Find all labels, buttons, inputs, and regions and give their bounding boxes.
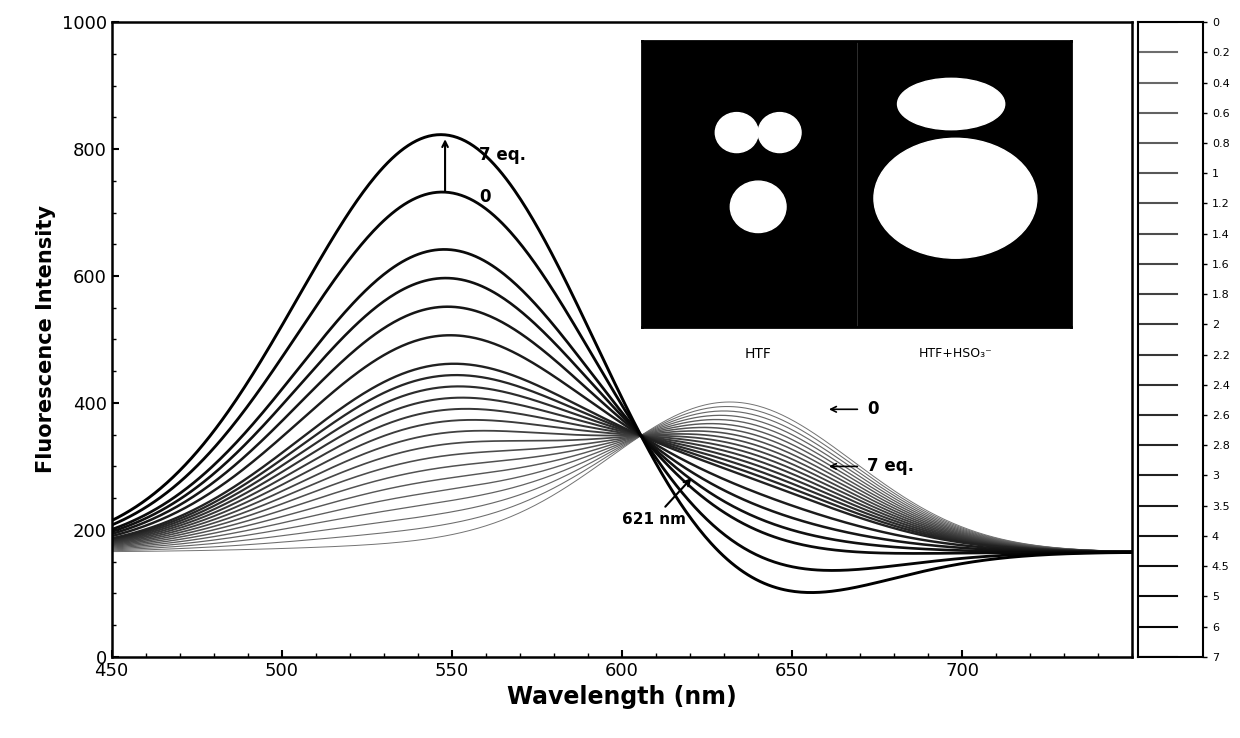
X-axis label: Wavelength (nm): Wavelength (nm) xyxy=(507,686,737,709)
Y-axis label: Fluorescence Intensity: Fluorescence Intensity xyxy=(36,205,56,474)
Text: 621 nm: 621 nm xyxy=(622,480,689,526)
Text: 0: 0 xyxy=(867,400,878,418)
Text: 0: 0 xyxy=(479,187,491,206)
Text: 7 eq.: 7 eq. xyxy=(867,458,914,475)
Text: 7 eq.: 7 eq. xyxy=(479,146,526,165)
